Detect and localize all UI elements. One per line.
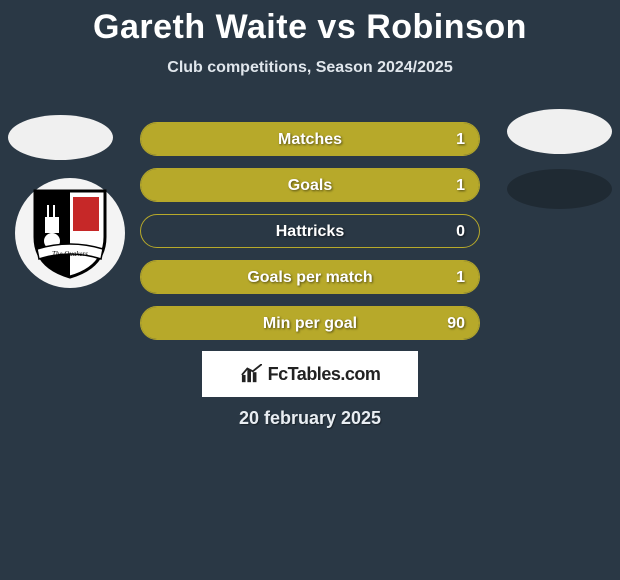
stat-row: Goals1 xyxy=(140,168,480,202)
stat-label: Goals xyxy=(141,169,479,202)
stat-row: Matches1 xyxy=(140,122,480,156)
footer-date: 20 february 2025 xyxy=(0,408,620,429)
stat-value: 1 xyxy=(456,169,465,202)
stat-value: 0 xyxy=(456,215,465,248)
brand-badge: FcTables.com xyxy=(202,351,418,397)
brand-text: FcTables.com xyxy=(268,364,381,385)
shield-icon: The Quakers xyxy=(31,187,109,279)
stat-row: Goals per match1 xyxy=(140,260,480,294)
stat-value: 1 xyxy=(456,123,465,156)
stat-label: Hattricks xyxy=(141,215,479,248)
svg-text:The Quakers: The Quakers xyxy=(52,250,88,258)
stat-row: Hattricks0 xyxy=(140,214,480,248)
stat-label: Matches xyxy=(141,123,479,156)
player-left-avatar xyxy=(8,115,113,160)
subtitle: Club competitions, Season 2024/2025 xyxy=(0,59,620,77)
stat-value: 1 xyxy=(456,261,465,294)
player-right-avatar xyxy=(507,109,612,154)
stat-row: Min per goal90 xyxy=(140,306,480,340)
stat-label: Goals per match xyxy=(141,261,479,294)
club-crest-left: The Quakers xyxy=(15,178,125,288)
stat-label: Min per goal xyxy=(141,307,479,340)
page-title: Gareth Waite vs Robinson xyxy=(0,0,620,47)
bars-icon xyxy=(240,364,262,384)
stats-list: Matches1Goals1Hattricks0Goals per match1… xyxy=(140,122,480,352)
player-right-shadow xyxy=(507,169,612,209)
stat-value: 90 xyxy=(447,307,465,340)
